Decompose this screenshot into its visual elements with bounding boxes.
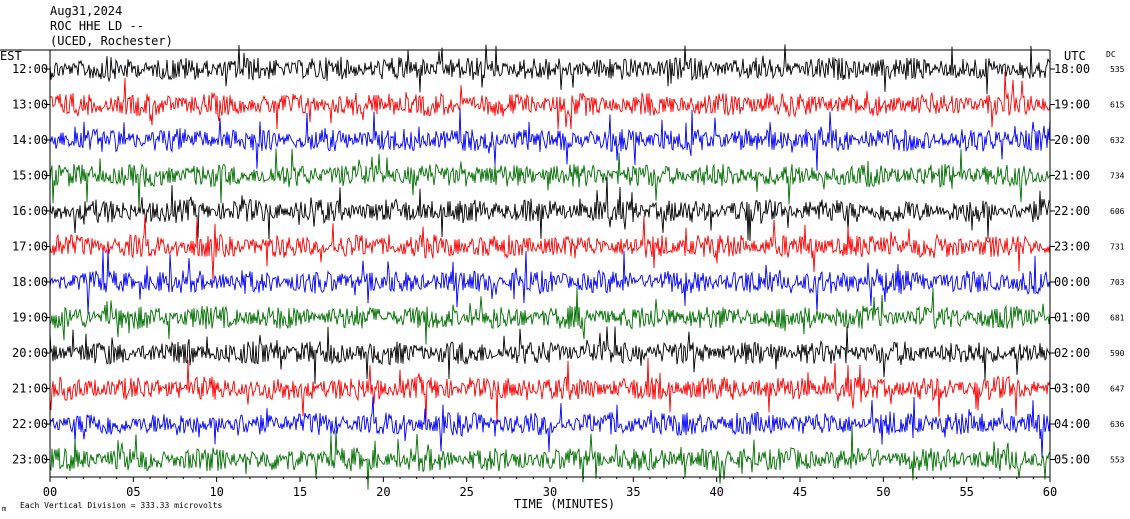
date-label: Aug31,2024 bbox=[50, 4, 123, 18]
est-label: 23:00 bbox=[12, 453, 48, 467]
est-label: 13:00 bbox=[12, 98, 48, 112]
dc-value: 590 bbox=[1110, 349, 1125, 358]
x-tick-label: 15 bbox=[293, 485, 307, 499]
utc-axis-title: UTC bbox=[1064, 49, 1086, 63]
trace-row-1700 bbox=[49, 215, 1051, 280]
utc-label: 05:00 bbox=[1054, 453, 1090, 467]
axes-layer bbox=[0, 49, 1055, 482]
dc-value: 734 bbox=[1110, 172, 1125, 181]
trace-row-1900 bbox=[49, 287, 1051, 345]
x-tick-label: 40 bbox=[709, 485, 723, 499]
utc-label: 21:00 bbox=[1054, 169, 1090, 183]
utc-label: 20:00 bbox=[1054, 133, 1090, 147]
dc-title: DC bbox=[1106, 50, 1116, 59]
est-label: 19:00 bbox=[12, 311, 48, 325]
x-tick-label: 25 bbox=[459, 485, 473, 499]
dc-value: 647 bbox=[1110, 385, 1125, 394]
dc-value: 553 bbox=[1110, 456, 1125, 465]
dc-value: 606 bbox=[1110, 207, 1125, 216]
x-tick-label: 35 bbox=[626, 485, 640, 499]
dc-value: 535 bbox=[1110, 65, 1125, 74]
utc-label: 22:00 bbox=[1054, 204, 1090, 218]
trace-row-2300 bbox=[49, 425, 1051, 490]
trace-row-1600 bbox=[49, 177, 1051, 241]
dc-value: 632 bbox=[1110, 136, 1125, 145]
trace-row-1300 bbox=[49, 71, 1051, 130]
utc-label: 03:00 bbox=[1054, 382, 1090, 396]
scale-note: Each Vertical Division = 333.33 microvol… bbox=[20, 501, 222, 510]
est-label: 18:00 bbox=[12, 275, 48, 289]
corner-mark: m bbox=[2, 505, 6, 513]
utc-label: 02:00 bbox=[1054, 346, 1090, 360]
x-tick-label: 20 bbox=[376, 485, 390, 499]
trace-row-1800 bbox=[49, 249, 1051, 314]
trace-row-2200 bbox=[49, 396, 1051, 458]
utc-label: 18:00 bbox=[1054, 62, 1090, 76]
est-label: 16:00 bbox=[12, 204, 48, 218]
utc-label: 00:00 bbox=[1054, 275, 1090, 289]
dc-value: 615 bbox=[1110, 101, 1125, 110]
trace-row-1400 bbox=[49, 108, 1051, 171]
x-axis-label: TIME (MINUTES) bbox=[514, 497, 615, 511]
est-label: 22:00 bbox=[12, 417, 48, 431]
est-label: 17:00 bbox=[12, 240, 48, 254]
x-tick-label: 60 bbox=[1043, 485, 1057, 499]
label-layer: EST UTC DC TIME (MINUTES) Each Vertical … bbox=[0, 49, 1125, 513]
est-label: 21:00 bbox=[12, 382, 48, 396]
trace-row-2100 bbox=[49, 357, 1051, 423]
dc-value: 681 bbox=[1110, 314, 1125, 323]
dc-value: 731 bbox=[1110, 243, 1125, 252]
utc-label: 23:00 bbox=[1054, 240, 1090, 254]
x-tick-label: 45 bbox=[793, 485, 807, 499]
station-label: ROC HHE LD -- bbox=[50, 19, 144, 33]
dc-value: 703 bbox=[1110, 278, 1125, 287]
x-tick-label: 00 bbox=[43, 485, 57, 499]
utc-label: 01:00 bbox=[1054, 311, 1090, 325]
trace-row-1200 bbox=[49, 44, 1051, 95]
utc-label: 04:00 bbox=[1054, 417, 1090, 431]
utc-label: 19:00 bbox=[1054, 98, 1090, 112]
x-tick-label: 50 bbox=[876, 485, 890, 499]
trace-layer bbox=[49, 44, 1051, 490]
location-label: (UCED, Rochester) bbox=[50, 34, 173, 48]
est-label: 20:00 bbox=[12, 346, 48, 360]
est-label: 15:00 bbox=[12, 169, 48, 183]
est-label: 14:00 bbox=[12, 133, 48, 147]
trace-row-1500 bbox=[49, 148, 1051, 210]
est-label: 12:00 bbox=[12, 62, 48, 76]
x-tick-label: 55 bbox=[959, 485, 973, 499]
x-tick-label: 05 bbox=[126, 485, 140, 499]
est-axis-title: EST bbox=[0, 49, 22, 63]
dc-value: 636 bbox=[1110, 420, 1125, 429]
x-tick-label: 30 bbox=[543, 485, 557, 499]
x-tick-label: 10 bbox=[209, 485, 223, 499]
trace-row-2000 bbox=[49, 326, 1051, 385]
